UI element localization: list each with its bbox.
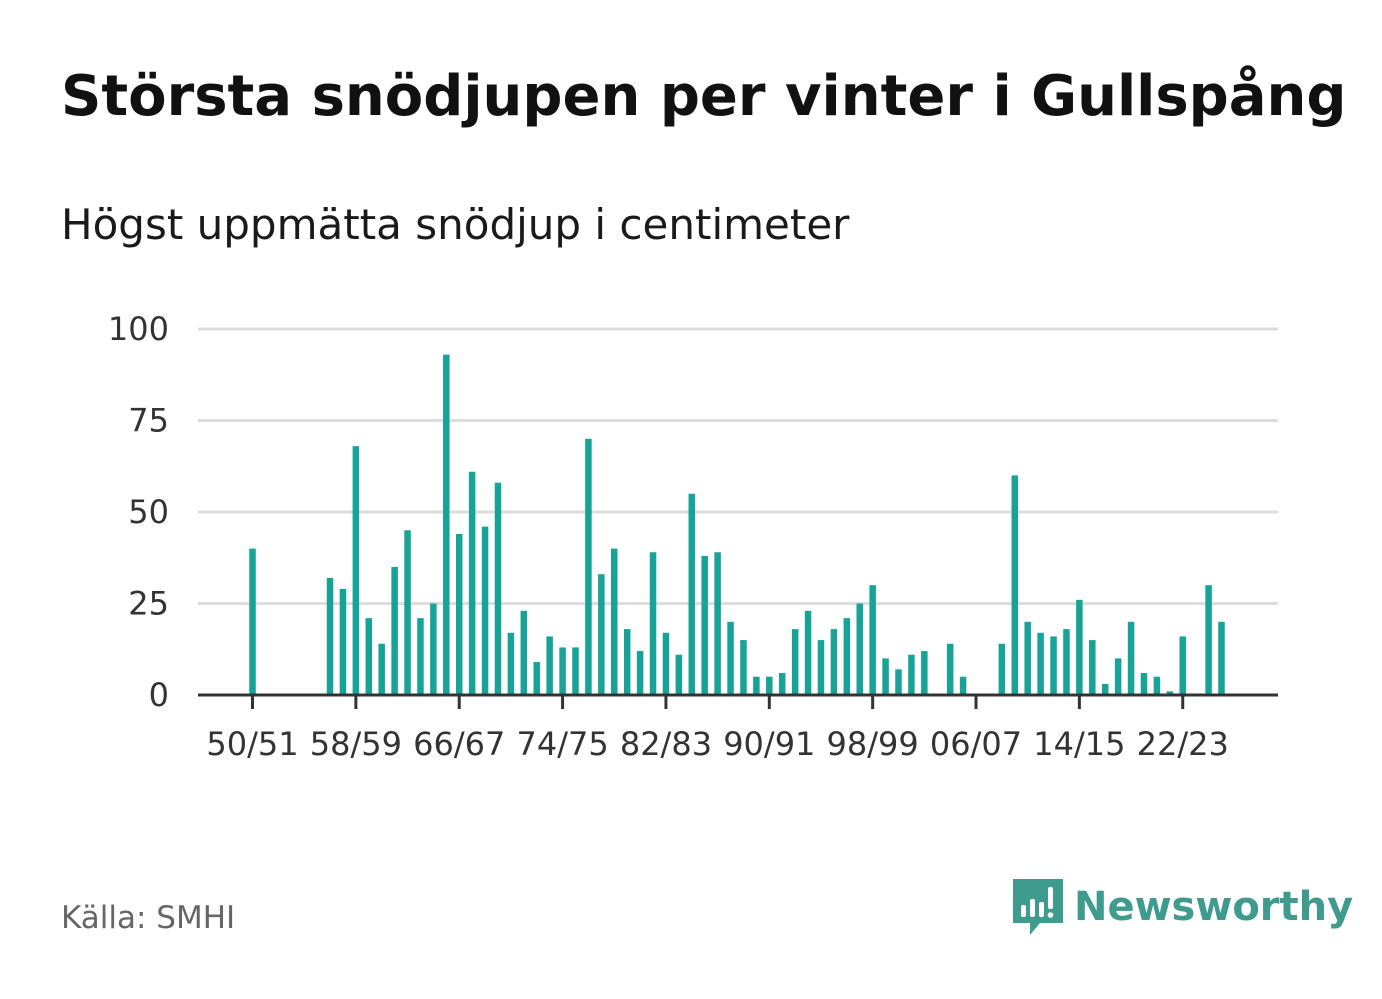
bar-95/96 [830, 629, 838, 695]
x-tick-label-22/23: 22/23 [1137, 725, 1229, 763]
bar-80/81 [636, 651, 644, 695]
bar-87/88 [727, 621, 734, 695]
y-tick-label-25: 25 [128, 585, 169, 623]
bar-99/00 [882, 658, 889, 695]
bar-82/83 [662, 632, 670, 695]
bar-61/62 [391, 566, 398, 695]
y-tick-label-75: 75 [128, 402, 169, 440]
bar-56/57 [326, 577, 334, 695]
bar-81/82 [649, 552, 657, 695]
bar-88/89 [740, 640, 747, 695]
bar-66/67 [455, 533, 463, 695]
bar-chart-speech-bubble-icon [1013, 879, 1063, 935]
bar-96/97 [843, 618, 851, 695]
x-tick-label-90/91: 90/91 [723, 725, 815, 763]
bar-15/16 [1089, 640, 1096, 695]
bar-84/85 [688, 493, 696, 695]
bar-60/61 [378, 643, 385, 695]
bar-63/64 [417, 618, 424, 695]
bar-74/75 [559, 647, 566, 695]
x-tick-label-82/83: 82/83 [620, 725, 712, 763]
bar-89/90 [753, 676, 760, 695]
x-tick-label-50/51: 50/51 [206, 725, 298, 763]
y-tick-label-100: 100 [108, 310, 169, 348]
bar-16/17 [1101, 684, 1109, 695]
source-note: Källa: SMHI [61, 900, 236, 936]
bar-10/11 [1024, 621, 1031, 695]
bar-86/87 [714, 552, 721, 695]
x-tick-label-14/15: 14/15 [1033, 725, 1125, 763]
chart-subtitle: Högst uppmätta snödjup i centimeter [61, 200, 850, 249]
bar-91/92 [778, 673, 786, 695]
bar-14/15 [1076, 599, 1083, 695]
gridlines [198, 327, 1278, 605]
bar-09/10 [1011, 475, 1019, 695]
bar-93/94 [804, 610, 812, 695]
brand-name: Newsworthy [1074, 884, 1354, 930]
bar-72/73 [533, 662, 540, 695]
bar-25/26 [1218, 621, 1225, 695]
x-tick-label-66/67: 66/67 [413, 725, 505, 763]
bar-75/76 [572, 647, 579, 695]
chart-title: Största snödjupen per vinter i Gullspång [61, 64, 1347, 129]
bar-13/14 [1063, 629, 1070, 695]
bar-19/20 [1140, 673, 1148, 695]
x-tick-label-58/59: 58/59 [310, 725, 402, 763]
bar-85/86 [701, 555, 708, 695]
bar-20/21 [1153, 676, 1161, 695]
bar-90/91 [766, 676, 773, 695]
bar-71/72 [520, 610, 528, 695]
bar-73/74 [546, 636, 553, 695]
bar-79/80 [623, 629, 631, 695]
y-tick-labels: 0 25 50 75 100 [108, 310, 169, 714]
bar-76/77 [585, 438, 592, 695]
bar-12/13 [1050, 636, 1057, 695]
bar-58/59 [352, 446, 360, 695]
bar-22/23 [1179, 636, 1186, 695]
bar-64/65 [430, 603, 437, 695]
brand-logo: Newsworthy [1010, 876, 1353, 938]
x-tick-label-06/07: 06/07 [930, 725, 1022, 763]
bar-69/70 [494, 482, 502, 695]
bar-05/06 [959, 676, 967, 695]
bar-78/79 [611, 548, 618, 695]
bar-77/78 [598, 574, 605, 695]
bar-24/25 [1205, 585, 1212, 695]
bar-70/71 [507, 632, 515, 695]
x-tick-label-98/99: 98/99 [827, 725, 919, 763]
bar-18/19 [1127, 621, 1135, 695]
bar-62/63 [404, 530, 411, 695]
bar-65/66 [443, 354, 450, 695]
bar-67/68 [468, 471, 476, 695]
bar-02/03 [921, 651, 928, 695]
bar-00/01 [895, 669, 902, 695]
bar-59/60 [365, 618, 373, 695]
bar-92/93 [791, 629, 799, 695]
bar-11/12 [1037, 632, 1044, 695]
bar-01/02 [908, 654, 915, 695]
bar-98/99 [869, 585, 876, 695]
y-tick-label-50: 50 [128, 493, 169, 531]
bars [249, 354, 1225, 695]
bar-04/05 [946, 643, 954, 695]
y-tick-label-0: 0 [149, 676, 169, 714]
bar-17/18 [1114, 658, 1122, 695]
bar-94/95 [817, 640, 825, 695]
x-tick-labels: 50/51 58/59 66/67 74/75 82/83 90/91 98/99 06/07… [206, 725, 1228, 763]
bar-50/51 [249, 548, 256, 695]
bar-68/69 [481, 526, 489, 695]
x-tick-label-74/75: 74/75 [516, 725, 608, 763]
bar-08/09 [998, 643, 1006, 695]
bar-83/84 [675, 654, 683, 695]
bar-97/98 [856, 603, 863, 695]
x-axis [198, 693, 1278, 709]
bar-21/22 [1166, 691, 1174, 695]
bar-57/58 [339, 588, 347, 695]
